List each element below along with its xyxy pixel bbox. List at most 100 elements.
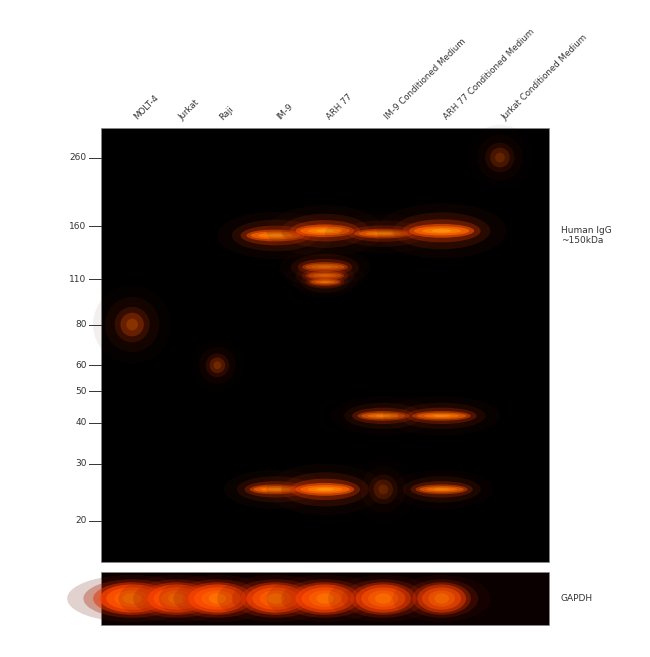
Ellipse shape [281,579,369,618]
Ellipse shape [398,403,486,429]
Ellipse shape [361,466,406,512]
Ellipse shape [296,585,354,612]
Text: ARH 77 Conditioned Medium: ARH 77 Conditioned Medium [441,28,536,122]
Ellipse shape [356,585,411,612]
Ellipse shape [93,582,171,615]
Ellipse shape [246,585,305,612]
Ellipse shape [433,415,450,417]
Ellipse shape [250,484,302,494]
Ellipse shape [313,274,337,277]
Text: 60: 60 [75,361,86,370]
Ellipse shape [410,481,473,497]
Ellipse shape [300,227,350,235]
Ellipse shape [251,231,300,239]
Ellipse shape [368,591,398,606]
Ellipse shape [114,591,150,606]
Ellipse shape [298,259,352,275]
Bar [101,128,549,562]
Ellipse shape [302,262,348,272]
Ellipse shape [414,226,469,235]
Ellipse shape [306,271,345,280]
Ellipse shape [83,579,181,618]
Ellipse shape [205,353,229,377]
Ellipse shape [191,339,243,392]
Ellipse shape [153,587,200,610]
Ellipse shape [142,582,212,615]
Ellipse shape [376,203,506,258]
Ellipse shape [217,212,334,259]
Ellipse shape [244,481,307,497]
Ellipse shape [311,265,339,269]
Text: 50: 50 [75,386,86,396]
Ellipse shape [307,487,343,492]
Ellipse shape [296,483,354,496]
Ellipse shape [354,229,413,238]
Ellipse shape [306,264,345,271]
Ellipse shape [374,480,393,499]
Ellipse shape [161,591,193,606]
Ellipse shape [361,587,406,610]
Ellipse shape [389,470,493,509]
Ellipse shape [168,593,186,604]
Ellipse shape [309,591,341,606]
Ellipse shape [302,587,348,610]
Ellipse shape [361,413,406,419]
Ellipse shape [309,278,341,286]
Ellipse shape [296,225,354,237]
Ellipse shape [308,273,342,279]
Ellipse shape [194,587,240,610]
Ellipse shape [358,411,410,420]
Ellipse shape [114,307,150,342]
Ellipse shape [375,593,391,604]
Ellipse shape [311,279,339,284]
Ellipse shape [118,575,235,622]
Text: ARH 77: ARH 77 [325,93,354,122]
Ellipse shape [254,486,298,493]
Ellipse shape [318,266,332,268]
Ellipse shape [432,229,451,233]
Ellipse shape [422,228,461,234]
Ellipse shape [174,579,261,618]
Ellipse shape [406,407,476,424]
Text: 80: 80 [75,320,86,329]
Ellipse shape [302,268,348,283]
Bar [101,572,549,625]
Ellipse shape [300,271,350,292]
Ellipse shape [290,220,360,242]
Ellipse shape [246,229,305,241]
Ellipse shape [368,414,399,418]
Ellipse shape [266,464,384,515]
Text: GAPDH: GAPDH [561,594,593,603]
Ellipse shape [182,582,252,615]
Ellipse shape [281,472,369,507]
Text: Jurkat: Jurkat [177,97,201,122]
Ellipse shape [378,484,388,494]
Ellipse shape [344,403,422,429]
Ellipse shape [317,488,334,491]
Ellipse shape [495,152,505,162]
Ellipse shape [120,313,144,336]
Ellipse shape [232,579,320,618]
Ellipse shape [159,575,276,622]
Ellipse shape [393,212,490,249]
Ellipse shape [358,231,408,237]
Ellipse shape [300,485,350,493]
Ellipse shape [350,582,417,615]
Text: Human IgG
~150kDa: Human IgG ~150kDa [561,226,612,245]
Ellipse shape [383,396,500,436]
Ellipse shape [306,275,345,288]
Ellipse shape [409,224,474,238]
Ellipse shape [348,225,419,242]
Text: 40: 40 [75,419,86,427]
Ellipse shape [148,585,206,612]
Ellipse shape [415,484,467,494]
Ellipse shape [224,470,328,509]
Ellipse shape [213,361,221,369]
Ellipse shape [328,575,439,622]
Ellipse shape [339,221,427,247]
Text: Raji: Raji [217,104,235,122]
Ellipse shape [292,266,358,298]
Text: Jurkat Conditioned Medium: Jurkat Conditioned Medium [500,32,589,122]
Ellipse shape [307,228,343,233]
Text: 160: 160 [69,222,86,231]
